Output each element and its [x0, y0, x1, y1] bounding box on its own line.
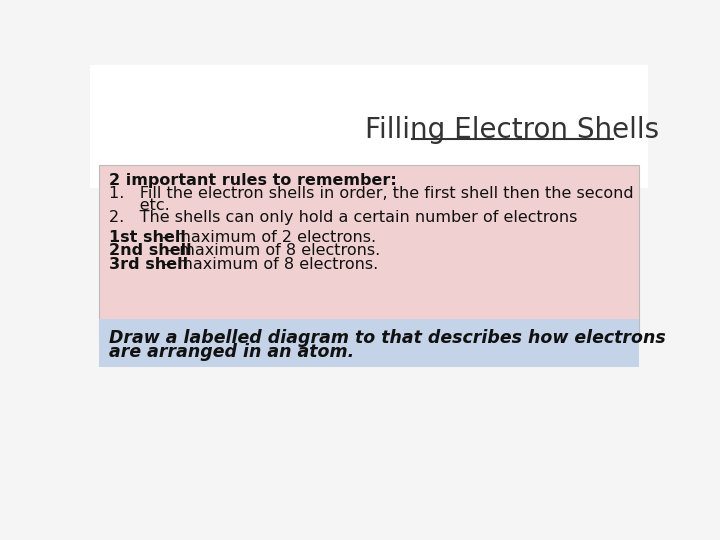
Text: – maximum of 8 electrons.: – maximum of 8 electrons. [159, 257, 378, 272]
Text: Filling Electron Shells: Filling Electron Shells [365, 116, 660, 144]
Text: Draw a labelled diagram to that describes how electrons: Draw a labelled diagram to that describe… [109, 329, 665, 347]
Text: – maximum of 2 electrons.: – maximum of 2 electrons. [157, 230, 376, 245]
Text: are arranged in an atom.: are arranged in an atom. [109, 343, 354, 361]
Text: 3rd shell: 3rd shell [109, 257, 188, 272]
Text: 1.   Fill the electron shells in order, the first shell then the second: 1. Fill the electron shells in order, th… [109, 186, 633, 201]
FancyBboxPatch shape [99, 319, 639, 367]
FancyBboxPatch shape [99, 165, 639, 336]
Text: 2nd shell: 2nd shell [109, 244, 192, 259]
Text: 2.   The shells can only hold a certain number of electrons: 2. The shells can only hold a certain nu… [109, 211, 577, 225]
Text: etc.: etc. [109, 198, 169, 213]
FancyBboxPatch shape [90, 65, 648, 188]
Text: – maximum of 8 electrons.: – maximum of 8 electrons. [161, 244, 381, 259]
Text: 1st shell: 1st shell [109, 230, 186, 245]
Text: 2 important rules to remember:: 2 important rules to remember: [109, 173, 396, 188]
